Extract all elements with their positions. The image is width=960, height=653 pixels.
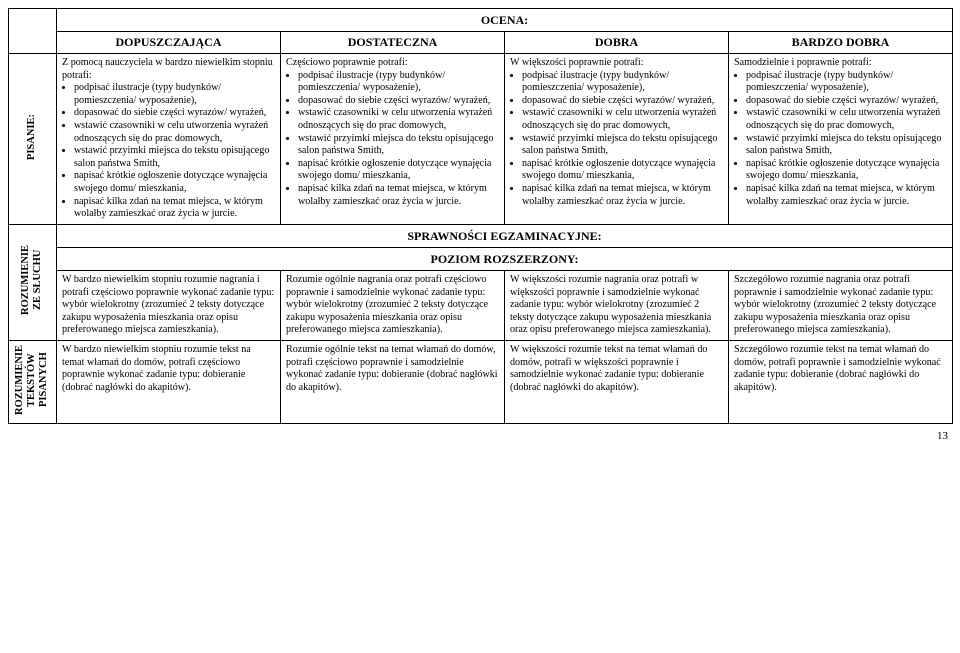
sluch-c0: W bardzo niewielkim stopniu rozumie nagr… (57, 270, 281, 340)
list-item: napisać krótkie ogłoszenie dotyczące wyn… (522, 158, 723, 183)
pisanie-c0-list: podpisać ilustracje (typy budynków/ pomi… (62, 82, 275, 221)
col-header-2: DOBRA (505, 32, 729, 54)
list-item: wstawić czasowniki w celu utworzenia wyr… (522, 107, 723, 132)
list-item: podpisać ilustracje (typy budynków/ pomi… (74, 82, 275, 107)
list-item: dopasować do siebie części wyrazów/ wyra… (746, 95, 947, 108)
col-header-1: DOSTATECZNA (281, 32, 505, 54)
row-label-sluch: ROZUMIENIE ZE SŁUCHU (9, 224, 57, 340)
list-item: napisać krótkie ogłoszenie dotyczące wyn… (746, 158, 947, 183)
list-item: napisać krótkie ogłoszenie dotyczące wyn… (74, 170, 275, 195)
teksty-c0: W bardzo niewielkim stopniu rozumie teks… (57, 340, 281, 423)
list-item: podpisać ilustracje (typy budynków/ pomi… (298, 70, 499, 95)
assessment-table: OCENA: DOPUSZCZAJĄCA DOSTATECZNA DOBRA B… (8, 8, 953, 424)
teksty-c3: Szczegółowo rozumie tekst na temat włama… (729, 340, 953, 423)
list-item: napisać kilka zdań na temat miejsca, w k… (522, 183, 723, 208)
col-header-3: BARDZO DOBRA (729, 32, 953, 54)
pisanie-c0-lead: Z pomocą nauczyciela w bardzo niewielkim… (62, 57, 275, 82)
list-item: wstawić przyimki miejsca do tekstu opisu… (298, 133, 499, 158)
list-item: napisać kilka zdań na temat miejsca, w k… (74, 196, 275, 221)
sluch-c1: Rozumie ogólnie nagrania oraz potrafi cz… (281, 270, 505, 340)
list-item: dopasować do siebie części wyrazów/ wyra… (298, 95, 499, 108)
pisanie-c2-lead: W większości poprawnie potrafi: (510, 57, 723, 70)
list-item: napisać kilka zdań na temat miejsca, w k… (746, 183, 947, 208)
row-label-teksty: ROZUMIENIE TEKSTÓW PISANYCH (9, 340, 57, 423)
list-item: podpisać ilustracje (typy budynków/ pomi… (746, 70, 947, 95)
pisanie-c2: W większości poprawnie potrafi: podpisać… (505, 54, 729, 225)
pisanie-c1: Częściowo poprawnie potrafi: podpisać il… (281, 54, 505, 225)
pisanie-c3-lead: Samodzielnie i poprawnie potrafi: (734, 57, 947, 70)
pisanie-c0: Z pomocą nauczyciela w bardzo niewielkim… (57, 54, 281, 225)
list-item: wstawić przyimki miejsca do tekstu opisu… (522, 133, 723, 158)
band-sprawnosci: SPRAWNOŚCI EGZAMINACYJNE: (57, 224, 953, 247)
list-item: wstawić przyimki miejsca do tekstu opisu… (74, 145, 275, 170)
sluch-c2: W większości rozumie nagrania oraz potra… (505, 270, 729, 340)
list-item: dopasować do siebie części wyrazów/ wyra… (522, 95, 723, 108)
list-item: wstawić przyimki miejsca do tekstu opisu… (746, 133, 947, 158)
pisanie-c2-list: podpisać ilustracje (typy budynków/ pomi… (510, 70, 723, 209)
sluch-c3: Szczegółowo rozumie nagrania oraz potraf… (729, 270, 953, 340)
list-item: napisać krótkie ogłoszenie dotyczące wyn… (298, 158, 499, 183)
pisanie-c1-lead: Częściowo poprawnie potrafi: (286, 57, 499, 70)
col-header-0: DOPUSZCZAJĄCA (57, 32, 281, 54)
band-poziom: POZIOM ROZSZERZONY: (57, 247, 953, 270)
list-item: wstawić czasowniki w celu utworzenia wyr… (746, 107, 947, 132)
pisanie-c1-list: podpisać ilustracje (typy budynków/ pomi… (286, 70, 499, 209)
list-item: podpisać ilustracje (typy budynków/ pomi… (522, 70, 723, 95)
page-number: 13 (8, 424, 952, 444)
teksty-c2: W większości rozumie tekst na temat włam… (505, 340, 729, 423)
header-ocena: OCENA: (57, 9, 953, 32)
row-label-pisanie: PISANIE: (9, 54, 57, 225)
list-item: napisać kilka zdań na temat miejsca, w k… (298, 183, 499, 208)
pisanie-c3-list: podpisać ilustracje (typy budynków/ pomi… (734, 70, 947, 209)
list-item: wstawić czasowniki w celu utworzenia wyr… (74, 120, 275, 145)
teksty-c1: Rozumie ogólnie tekst na temat włamań do… (281, 340, 505, 423)
pisanie-c3: Samodzielnie i poprawnie potrafi: podpis… (729, 54, 953, 225)
row-label-pisanie (9, 9, 57, 54)
list-item: wstawić czasowniki w celu utworzenia wyr… (298, 107, 499, 132)
list-item: dopasować do siebie części wyrazów/ wyra… (74, 107, 275, 120)
